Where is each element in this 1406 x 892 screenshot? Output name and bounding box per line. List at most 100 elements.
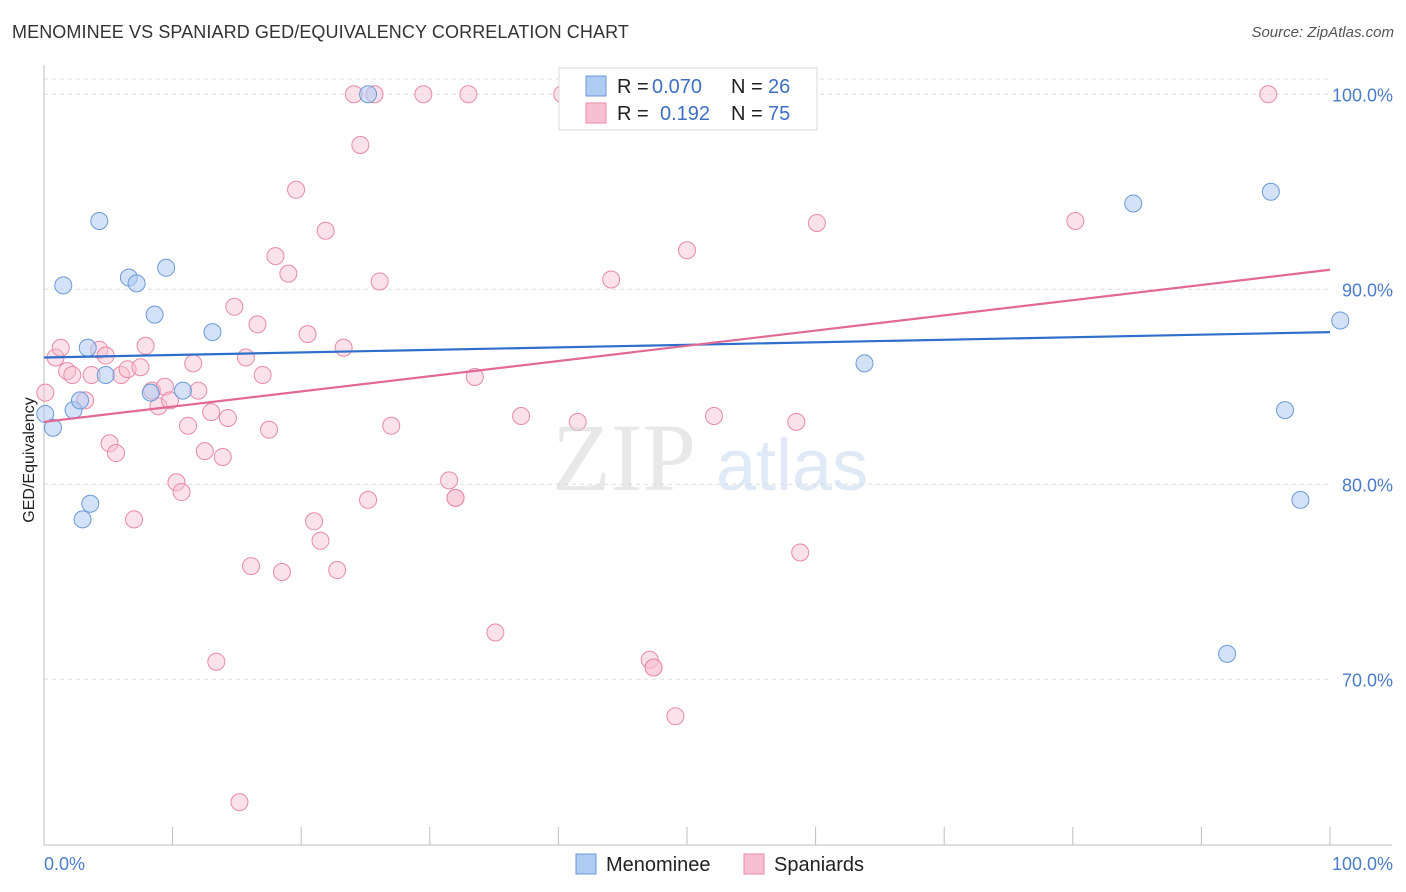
spaniards-point <box>446 488 465 507</box>
spaniards-point <box>787 412 806 431</box>
menominee-point <box>173 381 192 400</box>
spaniards-point <box>359 490 378 509</box>
bottom-legend-swatch-spaniards <box>743 853 765 875</box>
menominee-point <box>855 354 874 373</box>
spaniards-point <box>791 543 810 562</box>
menominee-points <box>36 85 1350 663</box>
legend-n-value: 75 <box>768 103 790 125</box>
spaniards-point <box>705 407 724 425</box>
menominee-point <box>1218 644 1237 663</box>
legend-swatch-spaniards <box>585 102 607 124</box>
legend-n-value: 26 <box>768 76 790 98</box>
spaniards-point <box>207 652 226 671</box>
grid-lines <box>44 78 1330 680</box>
source-label: Source: ZipAtlas.com <box>1251 24 1394 41</box>
tick-labels: 70.0% 80.0% 90.0% 100.0% 0.0% 100.0% <box>44 85 1393 874</box>
spaniards-point <box>213 447 232 466</box>
legend-n-label: N = <box>731 103 763 125</box>
svg-text:atlas: atlas <box>716 426 868 506</box>
spaniards-point <box>1066 212 1085 230</box>
spaniards-point <box>334 338 353 357</box>
x-tick-label: 0.0% <box>44 854 85 874</box>
spaniards-point <box>644 658 663 677</box>
spaniards-point <box>351 135 370 154</box>
series-legend: Menominee Spaniards <box>575 853 864 876</box>
spaniards-point <box>305 512 324 531</box>
spaniards-point <box>807 213 826 232</box>
spaniards-point <box>230 793 249 812</box>
spaniards-point <box>414 85 433 104</box>
legend-n-label: N = <box>731 76 763 98</box>
spaniards-point <box>602 270 621 289</box>
menominee-point <box>1331 311 1350 330</box>
spaniards-point <box>218 408 237 427</box>
spaniards-point <box>189 381 208 400</box>
spaniards-point <box>131 358 150 377</box>
y-axis-label: GED/Equivalency <box>21 397 38 522</box>
spaniards-point <box>568 412 587 431</box>
legend-r-value: 0.070 <box>652 76 702 98</box>
spaniards-point <box>279 264 298 283</box>
menominee-point <box>81 494 100 513</box>
spaniards-point <box>179 416 198 435</box>
legend-r-label: R = <box>617 76 649 98</box>
spaniards-point <box>202 403 221 422</box>
spaniards-point <box>195 442 214 461</box>
menominee-point <box>145 305 164 324</box>
spaniards-point <box>486 623 505 642</box>
menominee-point <box>1291 490 1310 509</box>
spaniards-point <box>459 85 478 104</box>
y-tick-label: 80.0% <box>1342 475 1393 495</box>
menominee-point <box>71 391 90 410</box>
spaniards-point <box>440 471 459 490</box>
spaniards-point <box>328 561 347 580</box>
spaniards-point <box>465 368 484 386</box>
spaniards-point <box>172 483 191 502</box>
spaniards-point <box>167 473 186 492</box>
menominee-point <box>1124 194 1143 213</box>
bottom-legend-spaniards: Spaniards <box>774 854 864 876</box>
spaniards-point <box>1259 85 1278 104</box>
trend-lines <box>43 268 1331 423</box>
y-tick-label: 90.0% <box>1342 280 1393 300</box>
spaniards-point <box>253 366 272 385</box>
y-tick-label: 100.0% <box>1332 85 1393 105</box>
spaniards-point <box>161 391 180 410</box>
spaniards-point <box>311 531 330 550</box>
legend-swatch-menominee <box>585 75 607 97</box>
menominee-point <box>141 383 160 402</box>
spaniards-point <box>125 510 144 529</box>
spaniards-point <box>136 336 155 355</box>
correlation-legend: R = 0.070 N = 26 R = 0.192 N = 75 <box>558 67 818 131</box>
menominee-point <box>90 212 109 230</box>
menominee-point <box>157 258 176 277</box>
spaniards-point <box>236 348 255 367</box>
menominee-point <box>96 366 115 385</box>
spaniards-point <box>107 444 126 463</box>
spaniards-point <box>225 297 244 316</box>
spaniards-point <box>51 338 70 357</box>
axes <box>43 65 1392 846</box>
menominee-point <box>54 276 73 295</box>
menominee-point <box>359 85 378 104</box>
menominee-point <box>203 323 222 342</box>
menominee-point <box>127 274 146 293</box>
menominee-point <box>1261 182 1280 201</box>
spaniards-point <box>36 383 55 402</box>
spaniards-point <box>382 416 401 435</box>
spaniards-point <box>260 420 279 439</box>
chart-title: MENOMINEE VS SPANIARD GED/EQUIVALENCY CO… <box>12 22 629 42</box>
menominee-point <box>73 510 92 529</box>
spaniards-point <box>316 221 335 240</box>
spaniards-point <box>184 354 203 373</box>
spaniards-point <box>63 366 82 385</box>
menominee-point <box>1275 401 1294 420</box>
spaniards-point <box>272 563 291 581</box>
spaniards-point <box>512 407 531 425</box>
spaniards-point <box>370 272 389 291</box>
spaniards-point <box>666 707 685 726</box>
spaniards-point <box>298 325 317 344</box>
spaniards-trend-line <box>43 268 1331 423</box>
spaniards-point <box>100 434 119 453</box>
